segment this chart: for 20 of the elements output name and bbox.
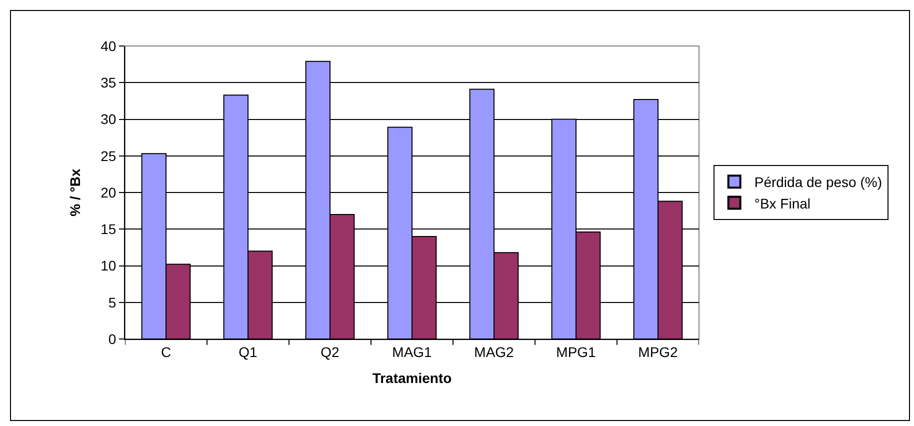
y-tick-label: 0 [108, 330, 116, 347]
x-tick-label: MPG2 [638, 344, 678, 360]
x-tick-label: MAG2 [474, 344, 514, 360]
y-tick-label: 20 [100, 184, 116, 200]
x-tick-label: Q2 [320, 344, 340, 360]
x-tick-label: C [160, 344, 172, 360]
x-tick-label: MAG1 [392, 344, 432, 360]
x-axis-title: Tratamiento [372, 370, 452, 386]
y-tick-label: 35 [100, 74, 116, 91]
y-tick-label: 10 [100, 258, 116, 274]
y-tick-label: 25 [100, 148, 116, 164]
legend-label: Pérdida de peso (%) [754, 174, 882, 190]
y-tick-label: 5 [108, 294, 116, 310]
x-tick-label: MPG1 [556, 344, 596, 360]
y-tick-label: 40 [100, 38, 116, 54]
x-tick-label: Q1 [238, 344, 258, 360]
y-axis-title: % / °Bx [67, 168, 84, 216]
legend-label: °Bx Final [754, 195, 811, 212]
y-tick-label: 15 [100, 221, 116, 238]
y-tick-label: 30 [100, 111, 116, 128]
